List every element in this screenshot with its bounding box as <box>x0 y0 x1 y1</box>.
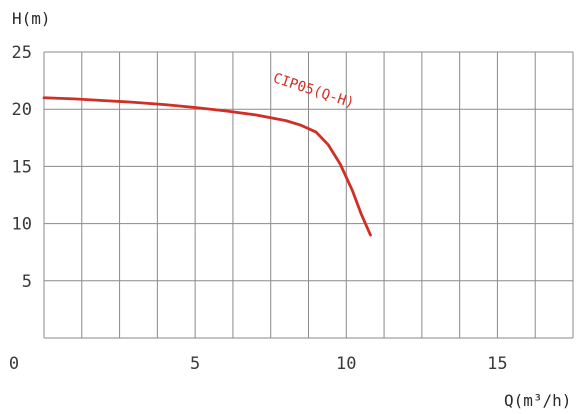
x-axis-label: Q(m³/h) <box>504 391 571 410</box>
series-group: CIP05(Q-H) <box>42 70 372 237</box>
y-tick-label: 20 <box>12 100 32 120</box>
grid <box>43 51 574 339</box>
series-label: CIP05(Q-H) <box>271 70 356 111</box>
x-tick-label: 15 <box>487 354 507 374</box>
y-tick-label: 5 <box>22 272 32 292</box>
x-tick-label: 0 <box>9 354 19 374</box>
y-axis-label: H(m) <box>12 9 51 28</box>
x-axis-ticks: 0 5 10 15 <box>9 354 508 374</box>
y-axis-ticks: 5 10 15 20 25 <box>12 43 32 292</box>
y-tick-label: 15 <box>12 157 32 177</box>
x-tick-label: 10 <box>336 354 356 374</box>
series-line <box>42 96 372 237</box>
x-tick-label: 5 <box>190 354 200 374</box>
y-tick-label: 25 <box>12 43 32 63</box>
y-tick-label: 10 <box>12 215 32 235</box>
